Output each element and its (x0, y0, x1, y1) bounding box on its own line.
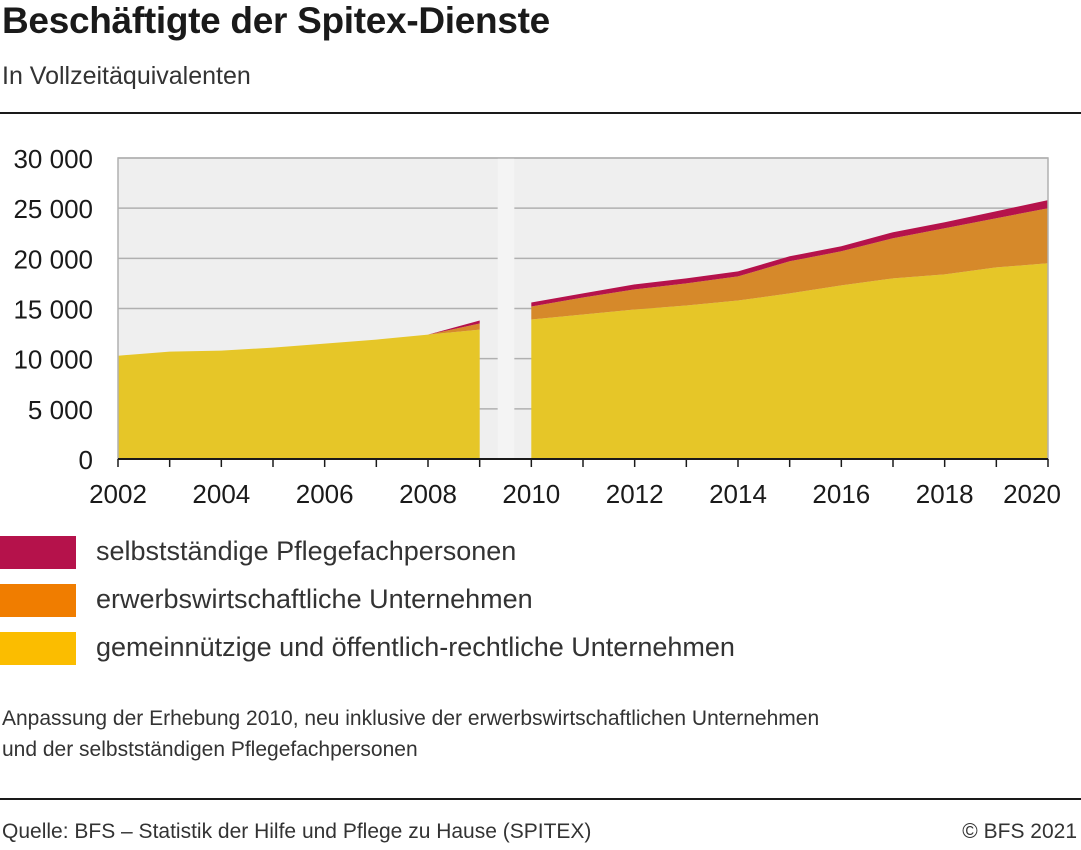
y-tick-label: 10 000 (13, 345, 93, 375)
x-tick-label: 2020 (1003, 479, 1061, 509)
x-tick-label: 2008 (399, 479, 457, 509)
legend-swatch-erwerbswirtschaftlich (0, 584, 76, 617)
legend-label-selbststaendige: selbstständige Pflegefachpersonen (96, 536, 517, 566)
x-tick-label: 2012 (606, 479, 664, 509)
chart-title: Beschäftigte der Spitex-Dienste (2, 0, 550, 41)
y-tick-label: 25 000 (13, 194, 93, 224)
area-erwerbswirtschaftlich-segment-2 (531, 208, 1048, 320)
area-gemeinnuetzig-segment-1 (118, 329, 480, 459)
legend-label-gemeinnuetzig: gemeinnützige und öffentlich-rechtliche … (96, 632, 735, 662)
y-tick-label: 15 000 (13, 295, 93, 325)
footnote-line-2: und der selbstständigen Pflegefachperson… (2, 738, 418, 761)
x-tick-label: 2002 (89, 479, 147, 509)
x-tick-label: 2010 (502, 479, 560, 509)
y-tick-label: 30 000 (13, 144, 93, 174)
x-tick-label: 2006 (296, 479, 354, 509)
area-gemeinnuetzig-segment-2 (531, 263, 1048, 459)
x-tick-label: 2016 (812, 479, 870, 509)
x-tick-label: 2014 (709, 479, 767, 509)
area-chart: 0 5 000 10 000 15 000 20 000 25 000 30 000 2002… (13, 144, 1061, 509)
copyright-text: © BFS 2021 (962, 820, 1077, 843)
header-divider (0, 112, 1081, 114)
legend-label-erwerbswirtschaftlich: erwerbswirtschaftliche Unternehmen (96, 584, 533, 614)
y-tick-label: 5 000 (28, 395, 93, 425)
footnote-line-1: Anpassung der Erhebung 2010, neu inklusi… (2, 707, 820, 730)
source-text: Quelle: BFS – Statistik der Hilfe und Pf… (2, 820, 592, 843)
x-tick-label: 2004 (192, 479, 250, 509)
legend-swatch-selbststaendige (0, 536, 76, 569)
chart-footnote: Anpassung der Erhebung 2010, neu inklusi… (2, 703, 1077, 765)
legend-swatch-gemeinnuetzig (0, 632, 76, 665)
area-selbststaendige-segment-2 (531, 200, 1048, 307)
y-tick-label: 0 (79, 445, 93, 475)
chart-subtitle: In Vollzeitäquivalenten (2, 62, 251, 90)
y-tick-label: 20 000 (13, 244, 93, 274)
series-break-gap (497, 158, 515, 459)
footer-divider (0, 798, 1081, 800)
x-tick-label: 2018 (916, 479, 974, 509)
